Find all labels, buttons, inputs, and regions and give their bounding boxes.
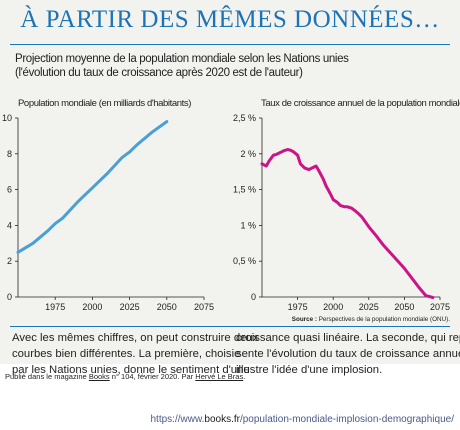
caption-right-line: croissance quasi linéaire. La seconde, q… (236, 332, 460, 344)
y-tick-label: 6 (7, 185, 12, 195)
y-tick-label: 2 (7, 256, 12, 266)
url-domain: books.fr (204, 414, 240, 425)
x-tick-label: 2050 (157, 302, 177, 312)
y-tick-label: 0 (251, 292, 256, 302)
x-tick-label: 2025 (359, 302, 379, 312)
caption-left-line: Avec les mêmes chiffres, on peut constru… (12, 332, 259, 344)
source-text: Perspectives de la population mondiale (… (318, 316, 450, 323)
caption-right-line: sente l'évolution du taux de croissance … (236, 348, 460, 360)
url-path: /population-mondiale-implosion-demograph… (239, 414, 454, 425)
y-tick-label: 2 % (240, 149, 256, 159)
chart-source: Source : Perspectives de la population m… (292, 316, 450, 323)
divider-bottom (10, 326, 450, 327)
population-chart: 0 2 4 6 8 10 1975 2000 2025 2050 2075 (2, 113, 214, 312)
series-line (260, 148, 435, 299)
growth-chart-title: Taux de croissance annuel de la populati… (261, 98, 460, 109)
y-tick-label: 0 (7, 292, 12, 302)
growth-rate-chart: 0 0,5 % 1 % 1,5 % 2 % 2,5 % 1975 2000 2025 2050 20… (233, 113, 450, 312)
caption-left-line: courbes bien différentes. La première, c… (12, 348, 241, 360)
y-tick-label: 1,5 % (233, 185, 256, 195)
y-tick-label: 4 (7, 220, 12, 230)
caption-right: croissance quasi linéaire. La seconde, q… (236, 330, 460, 378)
x-tick-label: 1975 (288, 302, 308, 312)
x-tick-label: 2025 (120, 302, 140, 312)
x-tick-label: 2000 (82, 302, 102, 312)
headline: À PARTIR DES MÊMES DONNÉES… (20, 6, 440, 33)
y-tick-label: 8 (7, 149, 12, 159)
credit-issue: n° 104 (111, 372, 134, 381)
credit-prefix: Publié dans le magazine (5, 372, 87, 381)
source-label: Source : (291, 316, 317, 323)
caption-left-line: par les Nations unies, donne le sentimen… (12, 364, 250, 376)
y-tick-label: 2,5 % (233, 113, 256, 123)
y-tick-label: 1 % (240, 220, 256, 230)
x-tick-label: 2075 (194, 302, 214, 312)
credit-author-link[interactable]: Hervé Le Bras (195, 372, 244, 381)
infographic-panel (0, 0, 460, 364)
x-tick-label: 2075 (430, 302, 450, 312)
population-chart-title: Population mondiale (en milliards d'habi… (18, 98, 191, 109)
subtitle-line-2: (l'évolution du taux de croissance après… (15, 67, 303, 79)
source-url[interactable]: https://www.books.fr/population-mondiale… (150, 414, 454, 425)
series-line (16, 120, 169, 254)
y-tick-label: 10 (2, 113, 12, 123)
credit-magazine-link[interactable]: Books (88, 372, 110, 381)
caption-right-line: illustre l'idée d'une implosion. (236, 364, 383, 376)
x-tick-label: 2000 (323, 302, 343, 312)
credit-end: . (243, 372, 246, 381)
x-tick-label: 2050 (394, 302, 414, 312)
caption-left: Avec les mêmes chiffres, on peut constru… (12, 330, 259, 378)
y-tick-label: 0,5 % (233, 256, 256, 266)
publication-credit: Publié dans le magazine Books n° 104, fé… (5, 372, 245, 381)
subtitle-line-1: Projection moyenne de la population mond… (15, 53, 349, 65)
x-tick-label: 1975 (45, 302, 65, 312)
credit-date: , février 2020. Par (133, 372, 194, 381)
divider-top (10, 44, 450, 45)
url-prefix: https://www. (150, 414, 205, 425)
